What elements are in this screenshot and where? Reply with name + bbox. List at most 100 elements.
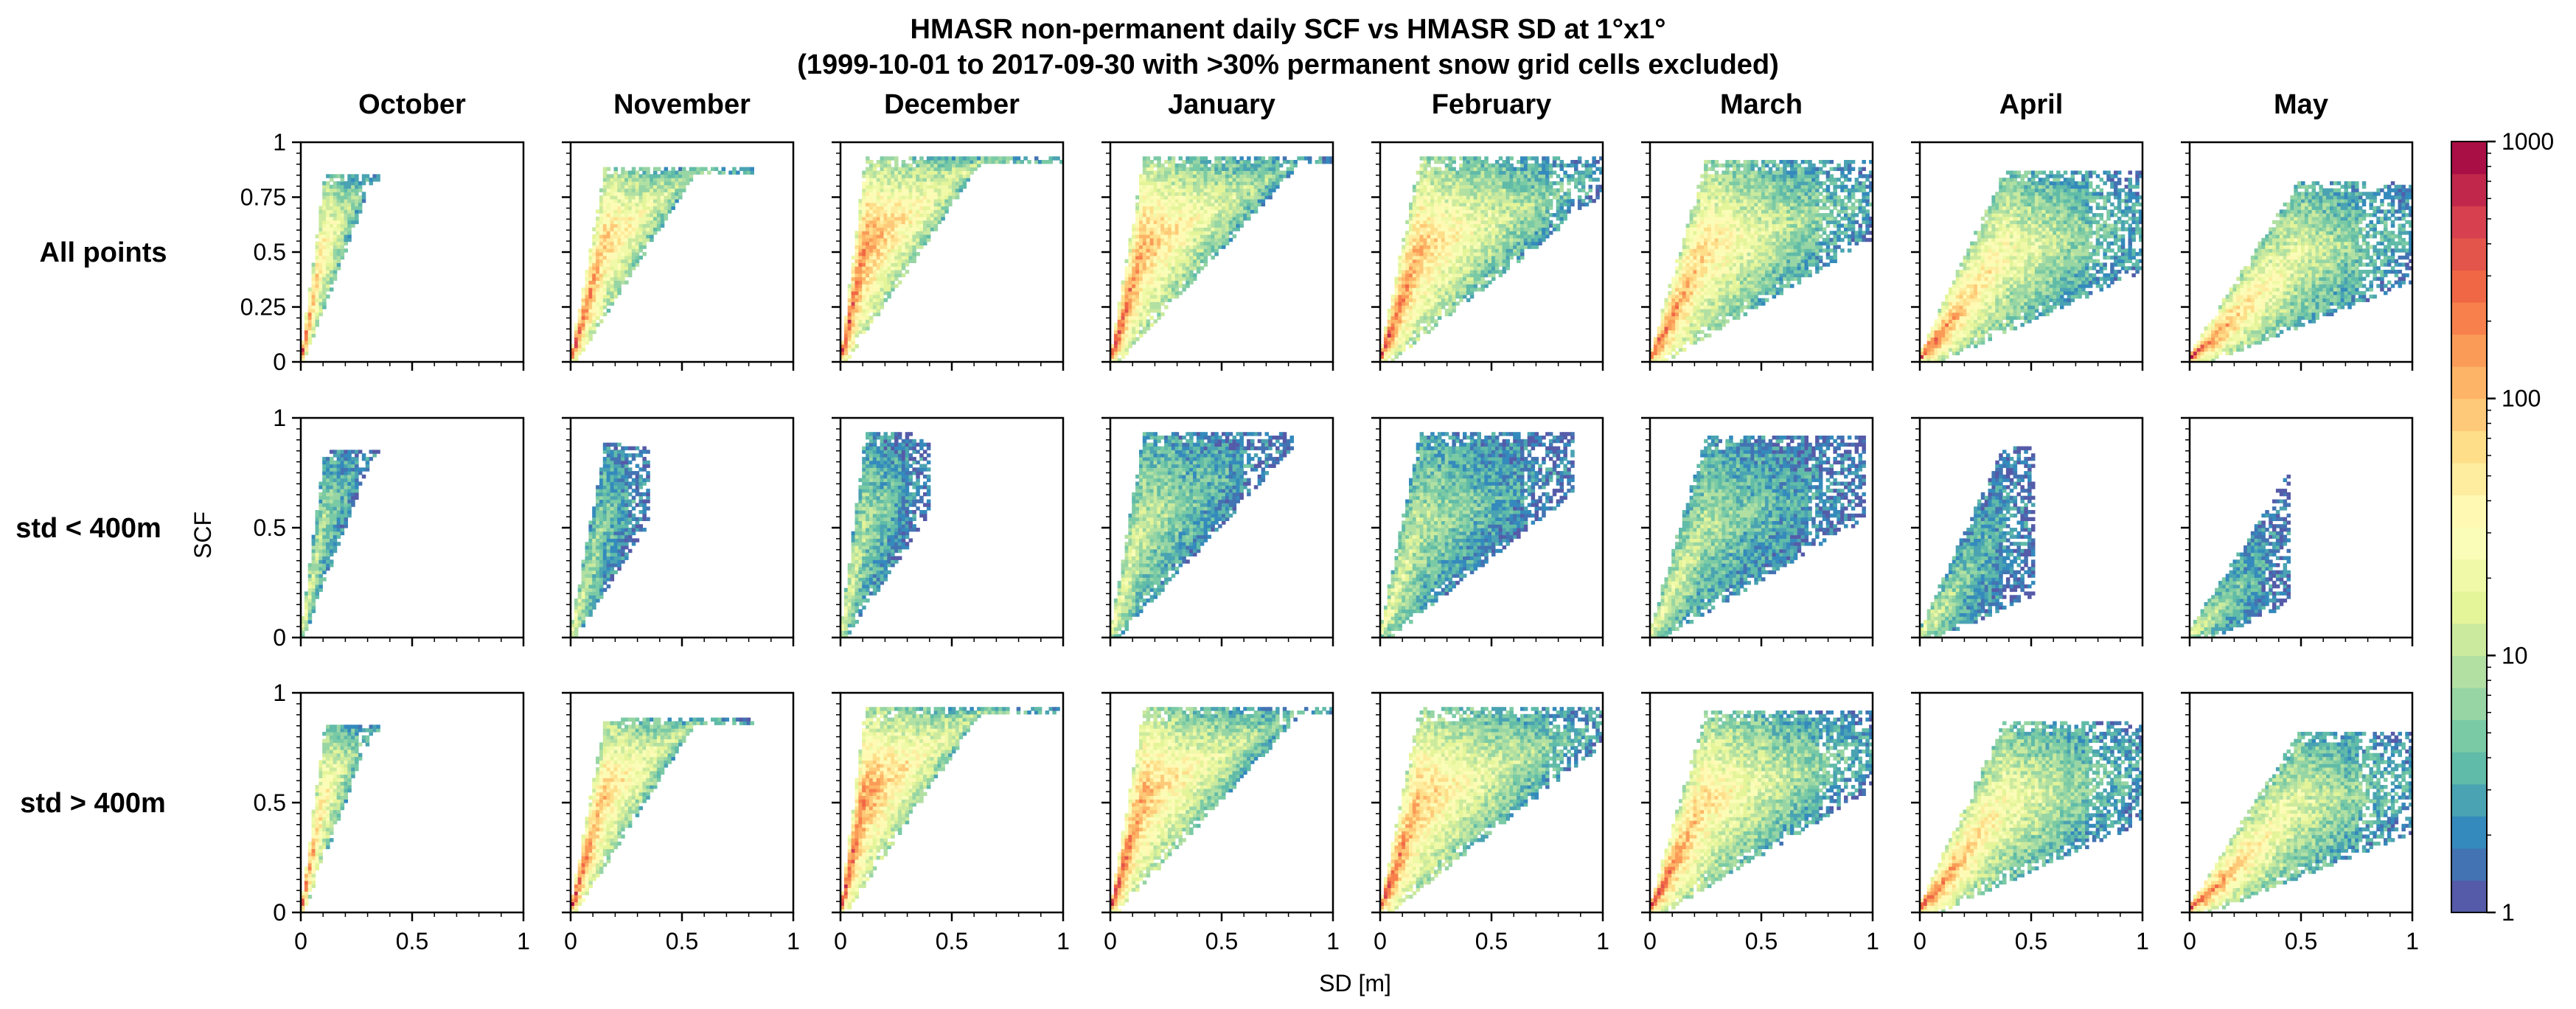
heatmap-cell bbox=[585, 316, 590, 320]
heatmap-cell bbox=[1146, 167, 1151, 171]
heatmap-cell bbox=[316, 309, 320, 313]
heatmap-cell bbox=[1157, 305, 1161, 309]
heatmap-cell bbox=[887, 256, 891, 259]
heatmap-cell bbox=[617, 195, 622, 199]
heatmap-cell bbox=[1172, 242, 1176, 245]
heatmap-cell bbox=[891, 189, 895, 192]
heatmap-cell bbox=[1503, 256, 1507, 259]
heatmap-cell bbox=[1236, 185, 1241, 189]
heatmap-cell bbox=[326, 238, 330, 242]
heatmap-cell bbox=[1506, 164, 1511, 167]
heatmap-cell bbox=[891, 287, 895, 291]
heatmap-cell bbox=[574, 348, 579, 352]
heatmap-cell bbox=[1200, 234, 1205, 238]
heatmap-cell bbox=[912, 160, 916, 164]
heatmap-cell bbox=[1491, 242, 1496, 245]
heatmap-cell bbox=[1413, 273, 1417, 277]
heatmap-cell bbox=[1395, 334, 1399, 338]
heatmap-cell bbox=[1503, 178, 1507, 181]
heatmap-cell bbox=[1139, 309, 1143, 313]
heatmap-cell bbox=[657, 195, 661, 199]
heatmap-cell bbox=[848, 287, 852, 291]
heatmap-cell bbox=[312, 301, 316, 305]
heatmap-cell bbox=[1430, 301, 1435, 305]
heatmap-cell bbox=[909, 189, 913, 192]
heatmap-cell bbox=[621, 178, 625, 181]
heatmap-cell bbox=[1150, 273, 1155, 277]
heatmap-cell bbox=[333, 252, 338, 256]
heatmap-cell bbox=[1474, 287, 1478, 291]
heatmap-cell bbox=[372, 174, 377, 178]
heatmap-cell bbox=[1409, 319, 1413, 323]
heatmap-cell bbox=[967, 174, 971, 178]
heatmap-cell bbox=[1182, 220, 1186, 224]
heatmap-cell bbox=[1405, 291, 1410, 295]
heatmap-cell bbox=[887, 281, 891, 284]
heatmap-cell bbox=[1416, 309, 1421, 313]
heatmap-cell bbox=[1189, 259, 1194, 263]
heatmap-cell bbox=[884, 195, 888, 199]
heatmap-cell bbox=[333, 213, 338, 217]
heatmap-cell bbox=[1398, 341, 1402, 344]
heatmap-cell bbox=[894, 171, 899, 175]
heatmap-cell bbox=[1182, 174, 1186, 178]
heatmap-cell bbox=[1480, 213, 1485, 217]
heatmap-cell bbox=[1197, 234, 1201, 238]
heatmap-cell bbox=[1172, 234, 1176, 238]
heatmap-cell bbox=[1459, 273, 1463, 277]
heatmap-cell bbox=[610, 192, 615, 195]
heatmap-cell bbox=[923, 192, 927, 195]
heatmap-cell bbox=[316, 252, 320, 256]
heatmap-cell bbox=[1491, 174, 1496, 178]
heatmap-cell bbox=[1179, 227, 1183, 231]
heatmap-cell bbox=[1261, 156, 1266, 160]
heatmap-cell bbox=[1416, 248, 1421, 252]
heatmap-cell bbox=[905, 238, 910, 242]
heatmap-cell bbox=[330, 220, 334, 224]
heatmap-cell bbox=[1420, 192, 1424, 195]
heatmap-cell bbox=[1189, 262, 1194, 266]
heatmap-cell bbox=[1405, 231, 1410, 234]
heatmap-cell bbox=[1168, 167, 1172, 171]
heatmap-cell bbox=[1204, 192, 1208, 195]
heatmap-cell bbox=[1445, 313, 1449, 316]
heatmap-cell bbox=[1128, 319, 1132, 323]
heatmap-cell bbox=[308, 295, 313, 298]
heatmap-cell bbox=[970, 160, 974, 164]
heatmap-cell bbox=[610, 209, 615, 213]
heatmap-cell bbox=[351, 203, 355, 206]
heatmap-cell bbox=[592, 305, 596, 309]
heatmap-cell bbox=[326, 284, 330, 287]
heatmap-cell bbox=[330, 174, 334, 178]
heatmap-cell bbox=[1438, 185, 1442, 189]
heatmap-cell bbox=[1466, 259, 1471, 263]
heatmap-cell bbox=[603, 313, 608, 316]
heatmap-cell bbox=[1143, 203, 1147, 206]
heatmap-cell bbox=[1491, 217, 1496, 220]
heatmap-cell bbox=[1477, 217, 1482, 220]
heatmap-cell bbox=[1416, 301, 1421, 305]
heatmap-cell bbox=[1236, 220, 1241, 224]
heatmap-cell bbox=[639, 227, 644, 231]
heatmap-cell bbox=[1455, 284, 1460, 287]
heatmap-cell bbox=[1463, 248, 1467, 252]
heatmap-cell bbox=[852, 341, 856, 344]
heatmap-cell bbox=[1160, 189, 1165, 192]
heatmap-cell bbox=[948, 167, 953, 171]
heatmap-cell bbox=[866, 259, 870, 263]
heatmap-cell bbox=[304, 352, 309, 355]
heatmap-cell bbox=[1121, 313, 1126, 316]
heatmap-cell bbox=[1459, 206, 1463, 210]
heatmap-cell bbox=[592, 248, 596, 252]
heatmap-cell bbox=[642, 171, 647, 175]
heatmap-cell bbox=[330, 234, 334, 238]
heatmap-cell bbox=[1197, 242, 1201, 245]
heatmap-cell bbox=[1239, 181, 1244, 185]
heatmap-cell bbox=[1434, 248, 1438, 252]
heatmap-cell bbox=[1258, 185, 1262, 189]
heatmap-cell bbox=[1455, 181, 1460, 185]
heatmap-cell bbox=[1420, 259, 1424, 263]
heatmap-cell bbox=[1143, 195, 1147, 199]
heatmap-cell bbox=[1189, 273, 1194, 277]
heatmap-cell bbox=[912, 195, 916, 199]
